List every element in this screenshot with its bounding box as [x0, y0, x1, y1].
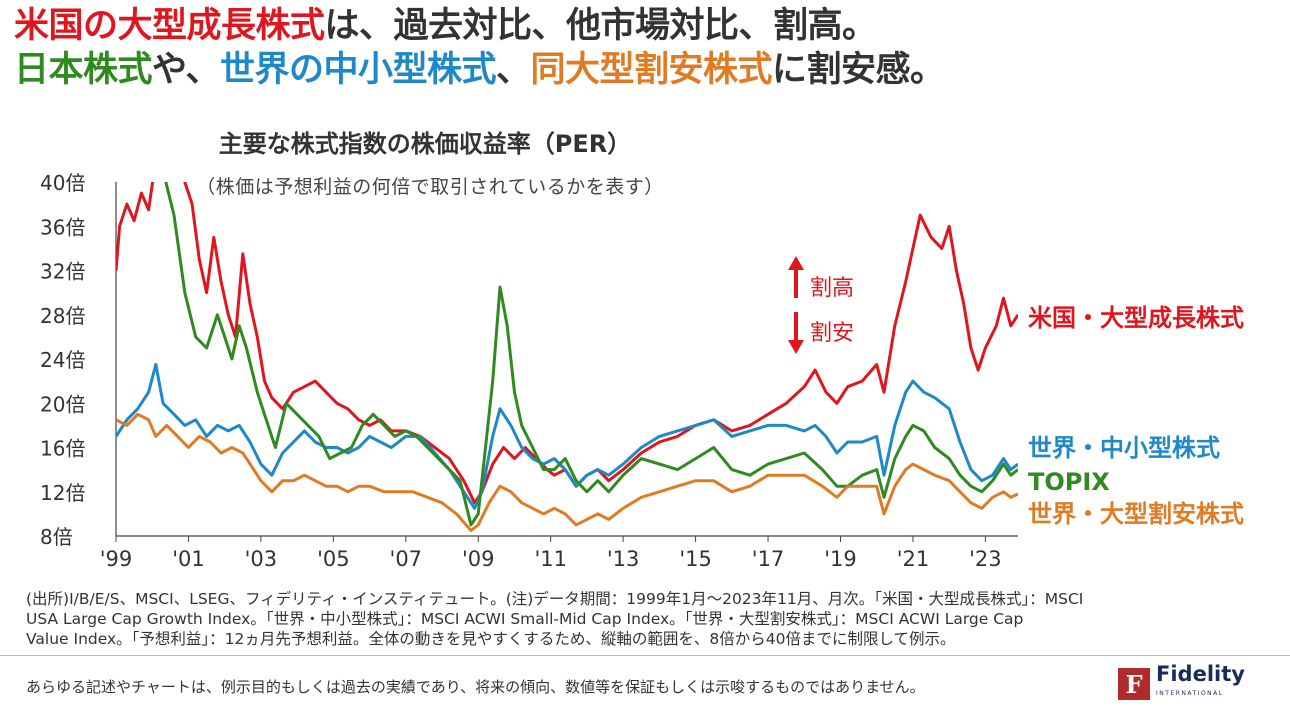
headline-line-1-segment-0: 米国の大型成長株式 — [14, 6, 325, 46]
source-note-line-3: Value Index。「予想利益」：12ヵ月先予想利益。全体の動きを見やすくす… — [26, 630, 956, 648]
logo-name: Fidelity — [1156, 662, 1245, 686]
y-tick-label: 20倍 — [40, 392, 85, 416]
series-line-3 — [116, 412, 1018, 532]
x-tick-label: '09 — [462, 547, 495, 571]
x-tick-label: '21 — [897, 547, 930, 571]
source-note-line-2: USA Large Cap Growth Index。「世界・中小型株式」：MS… — [26, 610, 1024, 628]
annotation-cheap: 割安 — [810, 321, 854, 346]
headline-line-1: 米国の大型成長株式は、過去対比、他市場対比、割高。 — [14, 6, 877, 46]
y-tick-label: 40倍 — [40, 171, 85, 195]
disclaimer-text: あらゆる記述やチャートは、例示目的もしくは過去の実績であり、将来の傾向、数値等を… — [26, 678, 925, 696]
y-tick-label: 24倍 — [40, 348, 85, 372]
chart-subtitle: （株価は予想利益の何倍で取引されているかを表す） — [196, 176, 664, 198]
series-line-2 — [116, 182, 1018, 527]
y-tick-label: 16倍 — [40, 437, 85, 461]
arrow-up-icon — [788, 256, 804, 270]
series-label: 米国・大型成長株式 — [1028, 304, 1244, 332]
logo-sub: INTERNATIONAL — [1156, 690, 1224, 697]
fidelity-logo: F Fidelity INTERNATIONAL — [1118, 664, 1245, 704]
x-tick-label: '23 — [969, 547, 1002, 571]
x-tick-label: '19 — [824, 547, 857, 571]
per-line-chart: 8倍 12倍 16倍 20倍 24倍 28倍 32倍 36倍 40倍 '99 '01 '03 '05 '0… — [40, 171, 1244, 571]
y-tick-label: 32倍 — [40, 260, 85, 284]
x-tick-label: '15 — [679, 547, 712, 571]
chart-title: 主要な株式指数の株価収益率（PER） — [218, 130, 632, 158]
source-note-line-1: (出所)I/B/E/S、MSCI、LSEG、フィデリティ・インスティテュート。(… — [26, 590, 1084, 608]
arrow-down-icon — [788, 340, 804, 354]
headline-line-2-segment-3: 、 — [495, 50, 531, 90]
y-tick-label: 8倍 — [40, 525, 73, 549]
x-tick-label: '13 — [607, 547, 640, 571]
fidelity-mark-icon: F — [1118, 668, 1150, 700]
headline-line-1-segment-1: は、過去対比、他市場対比、割高。 — [324, 6, 878, 46]
headline-line-2-segment-0: 日本株式 — [14, 50, 153, 90]
source-note: (出所)I/B/E/S、MSCI、LSEG、フィデリティ・インスティテュート。(… — [26, 589, 1266, 649]
series-label: TOPIX — [1028, 468, 1110, 496]
headline-line-2-segment-1: や、 — [152, 50, 220, 90]
x-tick-label: '05 — [317, 547, 350, 571]
headline-line-2: 日本株式や、世界の中小型株式、同大型割安株式に割安感。 — [14, 50, 945, 90]
annotation-expensive: 割高 — [810, 276, 854, 301]
x-tick-label: '17 — [752, 547, 785, 571]
headline-line-2-segment-4: 同大型割安株式 — [530, 50, 773, 90]
x-tick-label: '01 — [172, 547, 205, 571]
x-tick-label: '07 — [390, 547, 423, 571]
headline-line-2-segment-5: に割安感。 — [772, 50, 945, 90]
y-tick-label: 12倍 — [40, 481, 85, 505]
y-tick-label: 28倍 — [40, 304, 85, 328]
series-line-1 — [116, 363, 1018, 510]
x-tick-label: '99 — [100, 547, 133, 571]
footer-divider — [0, 655, 1290, 656]
x-tick-label: '03 — [245, 547, 278, 571]
series-group — [116, 182, 1018, 532]
headline-line-2-segment-2: 世界の中小型株式 — [219, 50, 497, 90]
x-tick-label: '11 — [534, 547, 567, 571]
series-line-0 — [116, 182, 1018, 505]
y-tick-label: 36倍 — [40, 215, 85, 239]
series-label: 世界・大型割安株式 — [1028, 500, 1244, 528]
series-label: 世界・中小型株式 — [1028, 434, 1220, 462]
